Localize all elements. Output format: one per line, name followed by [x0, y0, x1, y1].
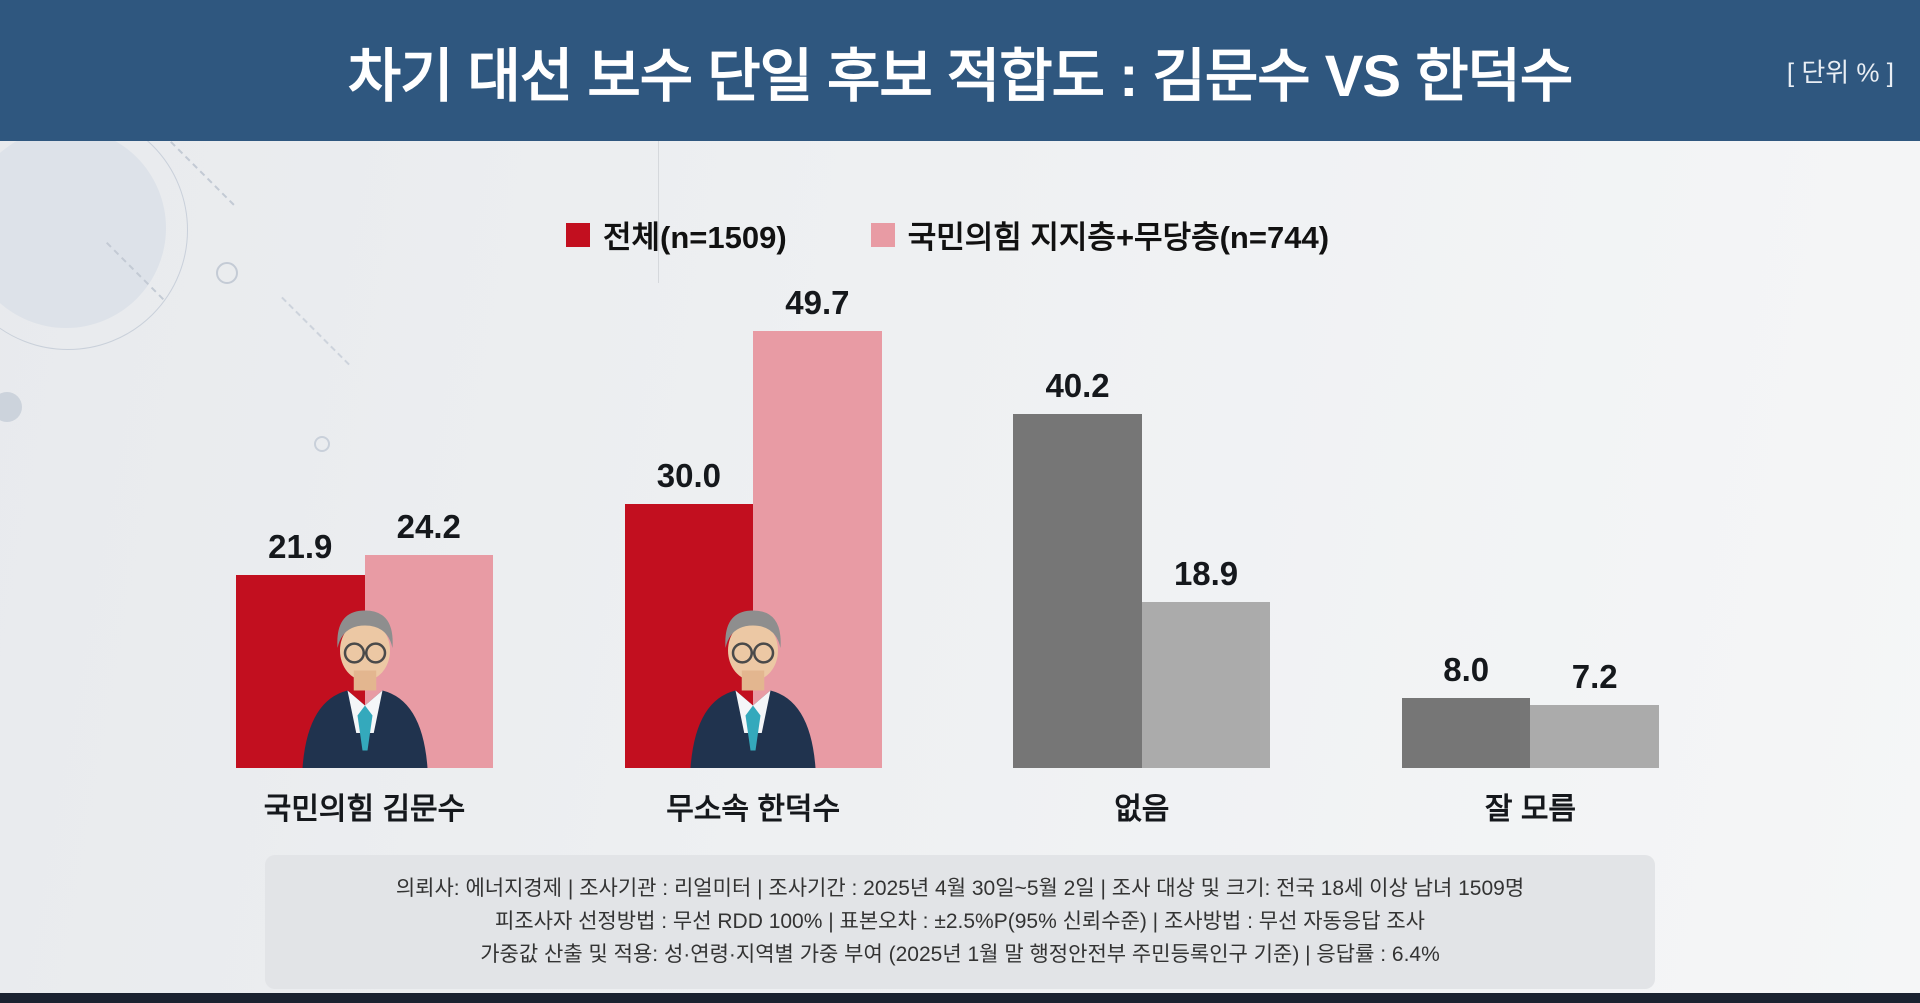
bar-total [1013, 414, 1142, 768]
bar-value-label: 24.2 [396, 508, 461, 546]
bar-value-label: 30.0 [656, 457, 722, 494]
bar-pair: 8.0 7.2 [1401, 268, 1659, 768]
bottom-bar [0, 993, 1920, 1003]
legend-label: 전체(n=1509) [602, 220, 787, 255]
bar-value-label: 40.2 [1045, 367, 1110, 405]
circle-outline-small [216, 262, 238, 284]
category-label: 국민의힘 김문수 [263, 793, 466, 826]
legend-item: 국민의힘 지지층+무당층(n=744) [870, 212, 1330, 257]
category-label: 없음 [1114, 793, 1170, 826]
dashed-line [106, 242, 164, 300]
bar-value-label: 49.7 [785, 283, 850, 321]
bar-pair: 30.0 49.7 [624, 268, 882, 768]
bar-group: 30.0 49.7 무소속 한덕수 [624, 268, 882, 828]
bar-value-label: 21.9 [268, 528, 333, 566]
methodology-box: 의뢰사: 에너지경제 | 조사기관 : 리얼미터 | 조사기간 : 2025년 … [265, 855, 1655, 989]
bar-value-label: 18.9 [1173, 554, 1239, 592]
legend-swatch [565, 222, 590, 247]
bar-group: 21.9 24.2 국민의힘 김문수 [236, 268, 493, 828]
candidate-photo [678, 590, 828, 768]
methodology-line: 피조사자 선정방법 : 무선 RDD 100% | 표본오차 : ±2.5%P(… [495, 910, 1425, 934]
category-label: 무소속 한덕수 [666, 793, 841, 826]
bar-column-total: 40.2 [1013, 367, 1142, 768]
chart-legend: 전체(n=1509) 국민의힘 지지층+무당층(n=744) [236, 212, 1659, 257]
legend-label: 국민의힘 지지층+무당층(n=744) [907, 220, 1330, 255]
circle-outline-large [0, 110, 188, 350]
bar-group: 8.0 7.2 잘 모름 [1401, 268, 1659, 828]
bar-subgroup [1530, 704, 1659, 768]
page-title: 차기 대선 보수 단일 후보 적합도 : 김문수 VS 한덕수 [347, 43, 1574, 109]
legend-swatch [870, 222, 895, 247]
bar-subgroup [1141, 601, 1271, 768]
bar-chart: 21.9 24.2 국민의힘 김문수 30.0 49.7 무소속 한덕수 40.2 18.9 없… [236, 268, 1659, 828]
bar-pair: 21.9 24.2 [236, 268, 493, 768]
header: 차기 대선 보수 단일 후보 적합도 : 김문수 VS 한덕수 [ 단위 % ] [0, 0, 1920, 141]
methodology-line: 가중값 산출 및 적용: 성·연령·지역별 가중 부여 (2025년 1월 말 … [480, 943, 1440, 967]
bar-column-subgroup: 18.9 [1141, 554, 1271, 768]
bar-column-subgroup: 7.2 [1530, 658, 1659, 768]
bar-value-label: 8.0 [1443, 650, 1490, 688]
bar-column-total: 8.0 [1401, 650, 1531, 768]
methodology-line: 의뢰사: 에너지경제 | 조사기관 : 리얼미터 | 조사기간 : 2025년 … [395, 877, 1525, 900]
candidate-photo [290, 590, 440, 768]
circle-filled-small [0, 392, 22, 422]
bar-total [1401, 697, 1531, 768]
bar-pair: 40.2 18.9 [1013, 268, 1271, 768]
legend-item: 전체(n=1509) [565, 212, 787, 257]
bar-value-label: 7.2 [1571, 657, 1618, 695]
category-label: 잘 모름 [1484, 793, 1577, 826]
circle-filled-large [0, 128, 166, 328]
bar-group: 40.2 18.9 없음 [1013, 268, 1271, 828]
unit-label: [ 단위 % ] [1786, 57, 1894, 87]
